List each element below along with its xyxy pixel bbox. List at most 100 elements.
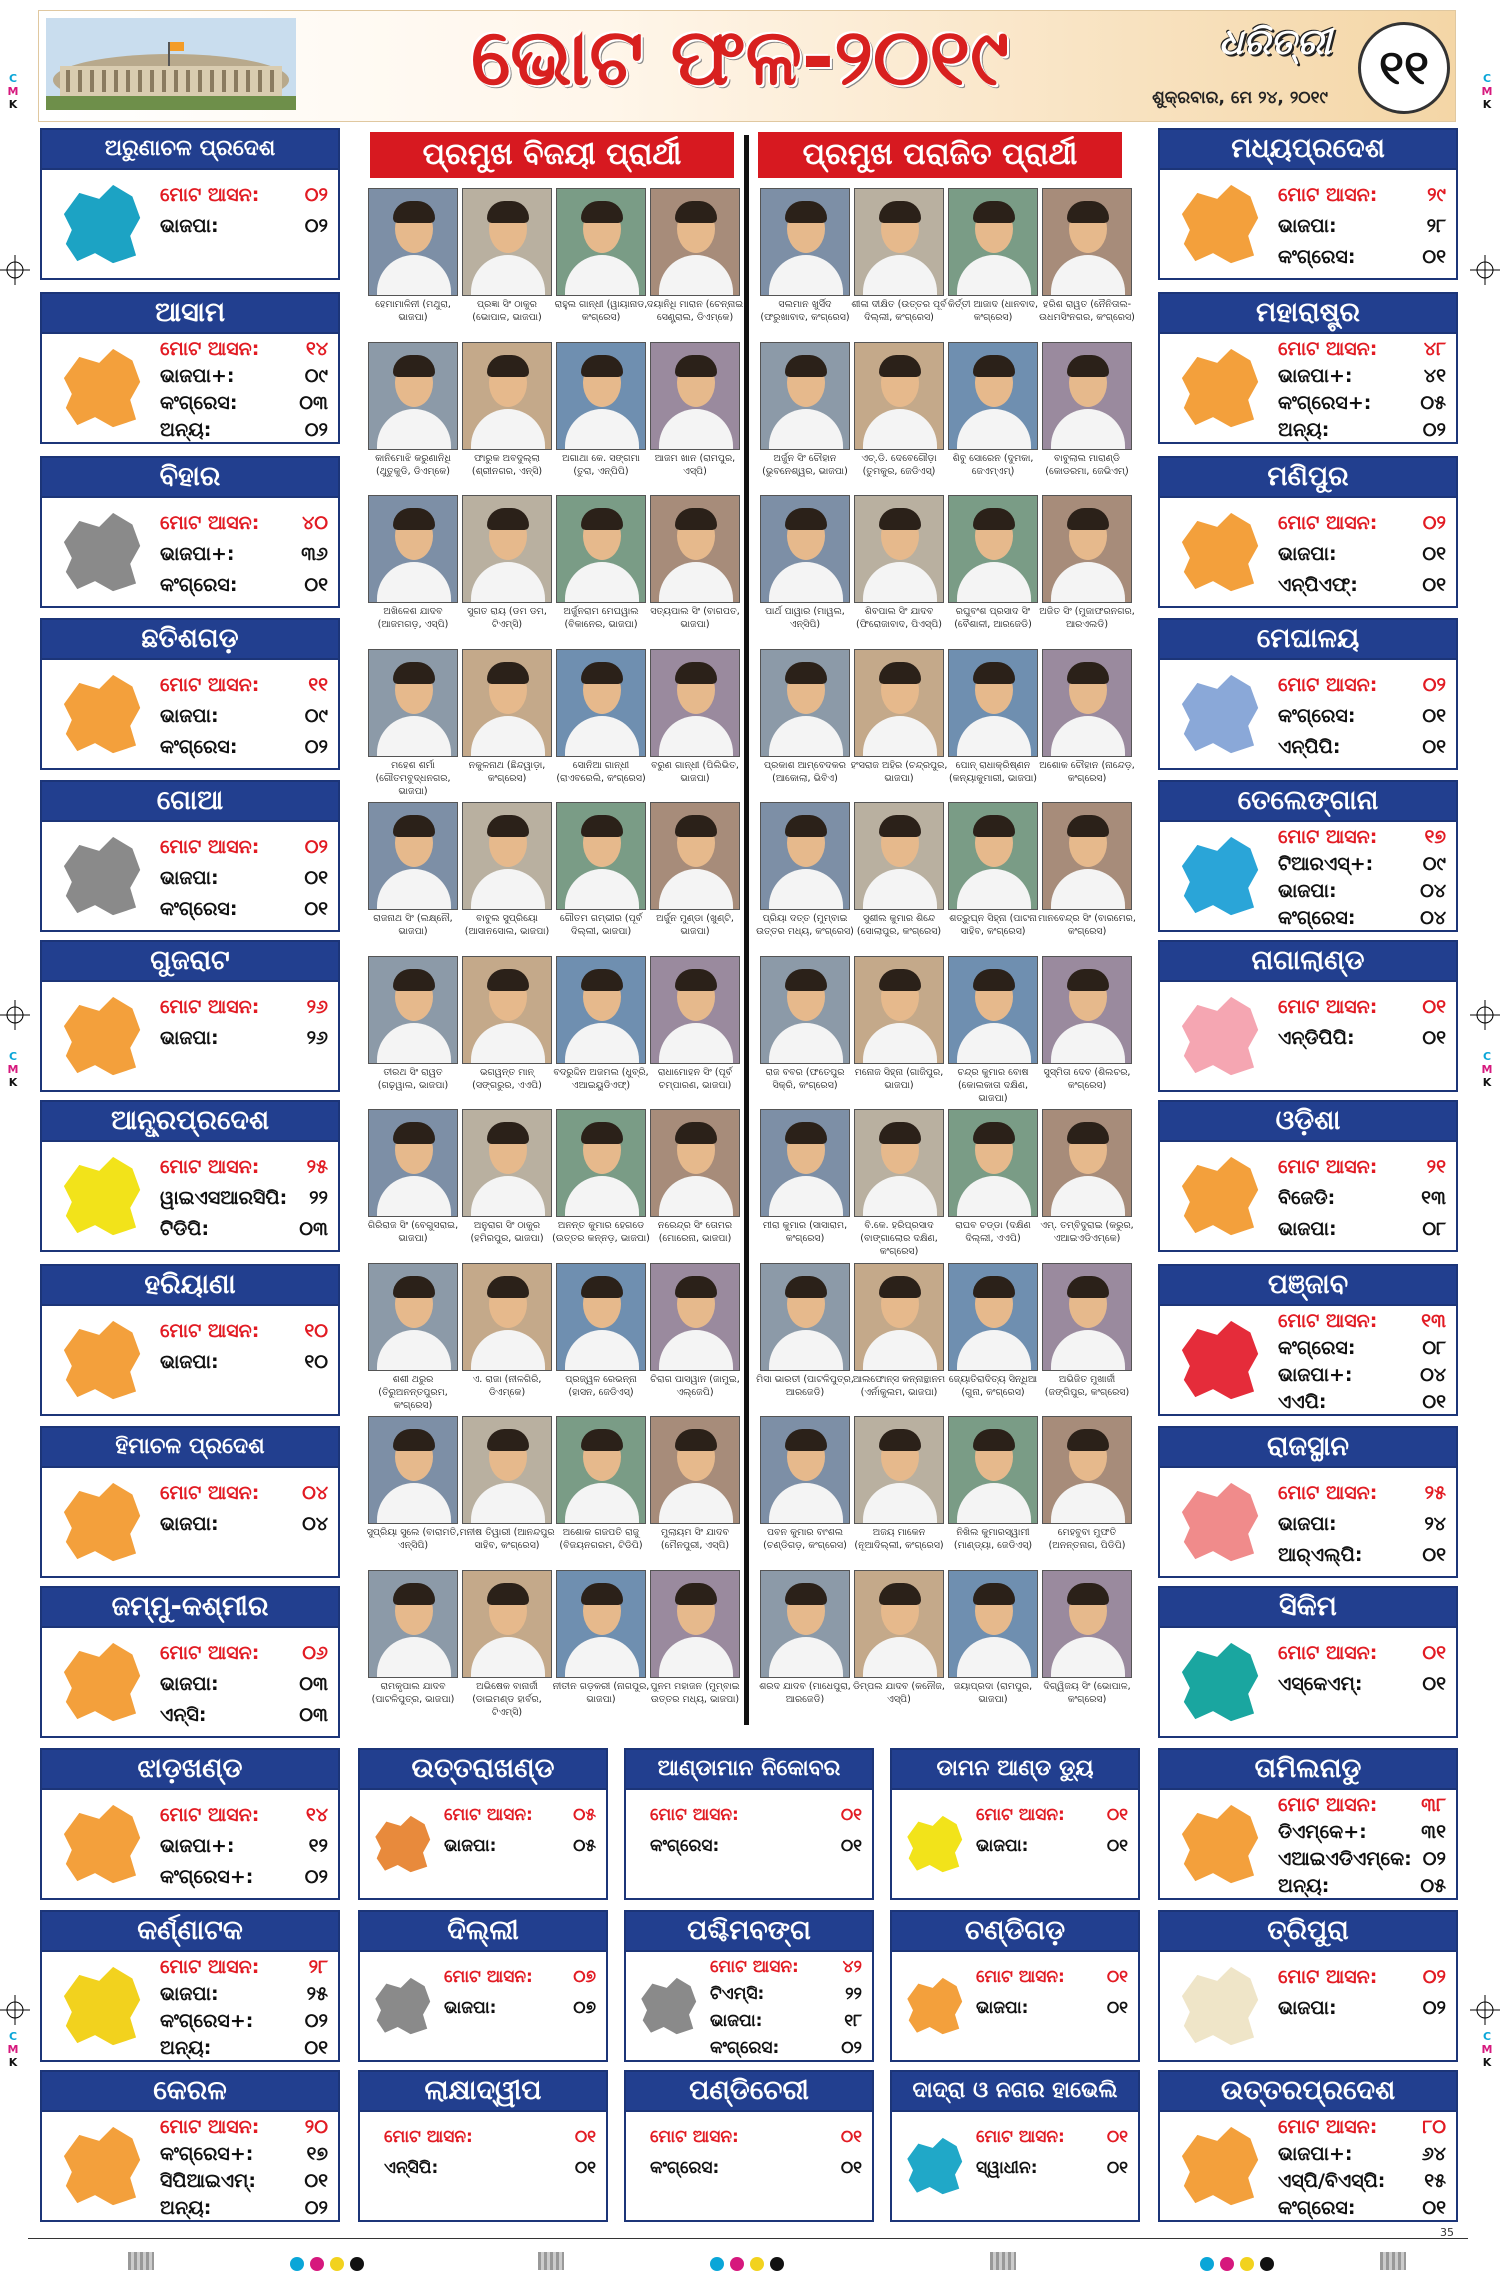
state-results-nagaland: ମୋଟ ଆସନ: ୦୧ ଏନ୍‌ଡିପିପି: ୦୧ bbox=[1278, 992, 1446, 1054]
state-box-kerala: କେରଳ ମୋଟ ଆସନ: ୨୦ କଂଗ୍ରେସ+: ୧୭ ସିପିଆଇଏମ୍: ୦୧ ଅନ୍… bbox=[40, 2070, 340, 2222]
state-results-puducherry: ମୋଟ ଆସନ: ୦୧ କଂଗ୍ରେସ: ୦୧ bbox=[650, 2122, 862, 2184]
total-seats-row: ମୋଟ ଆସନ: ୦୭ bbox=[444, 1962, 596, 1993]
candidate-caption: ମହେଶ ଶର୍ମା (ଗୌତମବୁଦ୍ଧନଗର, ଭାଜପା) bbox=[375, 759, 451, 797]
party-label: କଂଗ୍ରେସ+: bbox=[1278, 392, 1372, 414]
loser-candidate: ଅଶୋକ ଚୌହାନ (ନାନ୍ଦେଡ଼, କଂଗ୍ରେସ) bbox=[1039, 648, 1135, 798]
party-label: ଟିଡିପି: bbox=[160, 1218, 210, 1240]
state-results-jk: ମୋଟ ଆସନ: ୦୬ ଭାଜପା: ୦୩ ଏନ୍‌ସି: ୦୩ bbox=[160, 1638, 328, 1731]
party-seats-row: ଭାଜପା+: ୪୧ bbox=[1278, 363, 1446, 390]
party-seats-row: ଭାଜପା: ୦୧ bbox=[1278, 539, 1446, 570]
party-label: ଅନ୍ୟ: bbox=[1278, 1875, 1330, 1897]
total-seats-row: ମୋଟ ଆସନ: ୨୮ bbox=[160, 1954, 328, 1981]
state-box-delhi: ଦିଲ୍ଲୀ ମୋଟ ଆସନ: ୦୭ ଭାଜପା: ୦୭ bbox=[358, 1910, 608, 2062]
candidate-caption: ଆଲଫୋନ୍ସ କନ୍ନାନ୍ଥାନମ (ଏର୍ନାକୁଲମ, ଭାଜପା) bbox=[852, 1373, 946, 1398]
loser-candidate: ଶିବୁ ସୋରେନ (ଦୁମକା, ଜେଏମ୍‌ଏମ୍) bbox=[948, 341, 1038, 491]
total-seats-row: ମୋଟ ଆସନ: ୪୨ bbox=[710, 1954, 862, 1981]
party-label: କଂଗ୍ରେସ: bbox=[1278, 2197, 1356, 2219]
state-box-haryana: ହରିୟାଣା ମୋଟ ଆସନ: ୧୦ ଭାଜପା: ୧୦ bbox=[40, 1264, 340, 1416]
party-label: କଂଗ୍ରେସ: bbox=[1278, 907, 1356, 929]
total-seats-row: ମୋଟ ଆସନ: ୦୨ bbox=[1278, 1962, 1446, 1993]
state-box-uttarakhand: ଉତ୍ତରାଖଣ୍ଡ ମୋଟ ଆସନ: ୦୫ ଭାଜପା: ୦୫ bbox=[358, 1748, 608, 1900]
state-name-nagaland: ନାଗାଲାଣ୍ଡ bbox=[1160, 942, 1456, 982]
loser-candidate: ନିଖିଲ କୁମାରସ୍ୱାମୀ (ମାଣ୍ଡ୍ୟା, ଜେଡିଏସ୍) bbox=[948, 1416, 1038, 1565]
candidate-photo bbox=[462, 955, 552, 1064]
party-label: ଏସ୍‌କେଏମ୍: bbox=[1278, 1673, 1363, 1695]
state-name-mp: ମଧ୍ୟପ୍ରଦେଶ bbox=[1160, 130, 1456, 170]
state-map-kerala bbox=[62, 2125, 142, 2207]
candidate-caption: ଆଜମ ଖାନ (ରାମପୁର, ଏସ୍‌ପି) bbox=[654, 452, 736, 477]
loser-candidate: ମାନବେନ୍ଦ୍ର ସିଂ (ବାରମେର, କଂଗ୍ରେସ) bbox=[1038, 802, 1136, 951]
state-name-kerala: କେରଳ bbox=[42, 2072, 338, 2112]
candidate-photo bbox=[556, 188, 646, 296]
candidate-photo bbox=[368, 648, 458, 757]
state-name-daman: ଡାମନ ଆଣ୍ଡ ଡ୍ୟୁ bbox=[892, 1750, 1138, 1790]
candidate-caption: ଅଶୋକ ଚୌହାନ (ନାନ୍ଦେଡ଼, କଂଗ୍ରେସ) bbox=[1039, 759, 1135, 784]
candidate-caption: ପବନ କୁମାର ବାଂଶଲ (ଚଣ୍ଡିଗଡ଼, କଂଗ୍ରେସ) bbox=[763, 1527, 847, 1551]
total-seats-row: ମୋଟ ଆସନ: ୧୪ bbox=[160, 1800, 328, 1831]
parliament-illustration bbox=[46, 18, 296, 110]
party-seats-row: ଭାଜପା+: ୩୬ bbox=[160, 539, 328, 570]
winner-candidate: ପ୍ରଜ୍ୱଳ ରେଭନ୍ନା (ହାସନ, ଜେଡିଏସ୍) bbox=[556, 1262, 646, 1412]
state-box-andhra: ଆନ୍ଧ୍ରପ୍ରଦେଶ ମୋଟ ଆସନ: ୨୫ ୱାଇଏସଆରସିପି: ୨୨ ଟିଡି… bbox=[40, 1100, 340, 1252]
seat-count: ୦୧ bbox=[1106, 1998, 1128, 2018]
winner-candidate: ରାହୁଲ ଗାନ୍ଧୀ (ୱାୟାନାଡ, କଂଗ୍ରେସ) bbox=[555, 188, 647, 337]
party-seats-row: ଅନ୍ୟ: ୦୨ bbox=[160, 417, 328, 442]
party-seats-row: ଭାଜପା+: ୧୨ bbox=[160, 1831, 328, 1862]
loser-candidate: ସୁଶୀଲ କୁମାର ଶିନ୍ଦେ (ସୋଲାପୁର, କଂଗ୍ରେସ) bbox=[854, 802, 944, 951]
seat-count: ୧୪ bbox=[305, 1804, 328, 1826]
party-label: ଏନ୍‌ଡିପିପି: bbox=[1278, 1027, 1355, 1049]
total-seats-row: ମୋଟ ଆସନ: ୦୫ bbox=[444, 1800, 596, 1831]
candidate-photo bbox=[1042, 188, 1132, 296]
candidate-caption: ଅନନ୍ତ କୁମାର ହେଗଡେ (ଉତ୍ତର କନ୍ନଡ଼, ଭାଜପା) bbox=[552, 1220, 650, 1244]
state-box-tripura: ତ୍ରିପୁରା ମୋଟ ଆସନ: ୦୨ ଭାଜପା: ୦୨ bbox=[1158, 1910, 1458, 2062]
total-seats-row: ମୋଟ ଆସନ: ୪୦ bbox=[160, 508, 328, 539]
state-box-rajasthan: ରାଜସ୍ଥାନ ମୋଟ ଆସନ: ୨୫ ଭାଜପା: ୨୪ ଆର୍‌ଏଲ୍‌ପି: ୦୧ bbox=[1158, 1426, 1458, 1578]
party-label: ଭାଜପା: bbox=[160, 215, 219, 237]
candidate-caption: ଶଶୀ ଥରୁର (ତିରୁଅନନ୍ତପୁରମ, କଂଗ୍ରେସ) bbox=[378, 1373, 448, 1411]
candidate-caption: ଡିମ୍ପଲ ଯାଦବ (କନୌଜ, ଏସ୍‌ପି) bbox=[853, 1680, 945, 1705]
seat-count: ୦୧ bbox=[304, 2170, 328, 2192]
winner-candidate: ଗୌତମ ଗମ୍ଭୀର (ପୂର୍ବ ଦିଲ୍ଲୀ, ଭାଜପା) bbox=[556, 802, 646, 951]
candidate-photo bbox=[650, 802, 740, 910]
candidate-caption: ସତ୍ୟପାଲ ସିଂ (ବାଗପତ, ଭାଜପା) bbox=[650, 606, 740, 630]
party-seats-row: ଭାଜପା: ୦୧ bbox=[976, 1993, 1128, 2024]
total-seats-row: ମୋଟ ଆସନ: ୦୨ bbox=[1278, 508, 1446, 539]
seat-count: ୦୨ bbox=[1422, 512, 1446, 534]
loser-candidate: ଅର୍ଜୁନ ସିଂ ଚୌହାନ (ଭୁବନେଶ୍ୱର, ଭାଜପା) bbox=[760, 341, 850, 491]
state-name-gujarat: ଗୁଜରାଟ bbox=[42, 942, 338, 982]
total-seats-row: ମୋଟ ଆସନ: ୦୬ bbox=[160, 1638, 328, 1669]
candidate-caption: ରାହୁଲ ଗାନ୍ଧୀ (ୱାୟାନାଡ, କଂଗ୍ରେସ) bbox=[554, 299, 648, 323]
state-results-karnataka: ମୋଟ ଆସନ: ୨୮ ଭାଜପା: ୨୫ କଂଗ୍ରେସ+: ୦୨ ଅନ୍ୟ: ୦୧ bbox=[160, 1954, 328, 2060]
party-label: ଭାଜପା: bbox=[976, 1998, 1029, 2018]
party-seats-row: ବିଜେଡି: ୧୩ bbox=[1278, 1183, 1446, 1214]
party-label: ମୋଟ ଆସନ: bbox=[976, 1967, 1065, 1987]
candidate-caption: କିର୍ତ୍ତୀ ଆଜାଦ (ଧାନବାଦ, କଂଗ୍ରେସ) bbox=[947, 299, 1039, 323]
candidate-caption: ଶତ୍ରୁଘ୍ନ ସିହ୍ନା (ପାଟନା ସାହିବ, କଂଗ୍ରେସ) bbox=[949, 913, 1037, 937]
party-label: ମୋଟ ଆସନ: bbox=[160, 512, 260, 534]
seat-count: ୨୨ bbox=[845, 1984, 862, 2004]
crosshair-icon bbox=[1470, 1000, 1500, 1030]
candidate-photo bbox=[760, 1569, 850, 1678]
party-label: ଭାଜପା: bbox=[444, 1836, 497, 1856]
loser-candidate: ମନୋଜ ସିହ୍ନା (ଗାଜିପୁର, ଭାଜପା) bbox=[854, 955, 944, 1105]
loser-candidate: ରାଜ ବବର (ଫତେପୁର ସିକ୍ରି, କଂଗ୍ରେସ) bbox=[760, 955, 850, 1105]
candidate-photo bbox=[948, 1109, 1038, 1217]
seat-count: ୦୪ bbox=[302, 1513, 328, 1535]
seat-count: ୦୧ bbox=[1106, 2158, 1128, 2178]
party-label: ମୋଟ ଆସନ: bbox=[160, 1642, 260, 1664]
loser-candidate: ଚନ୍ଦ୍ର କୁମାର ବୋଷ (କୋଲକାତା ଦକ୍ଷିଣ, ଭାଜପା) bbox=[948, 955, 1038, 1105]
gray-bar bbox=[1380, 2252, 1406, 2270]
seat-count: ୦୧ bbox=[840, 1805, 862, 1825]
seat-count: ୪୨ bbox=[842, 1957, 862, 1977]
candidate-photo bbox=[1042, 1569, 1132, 1678]
seat-count: ୦୨ bbox=[841, 2038, 862, 2058]
party-seats-row: କଂଗ୍ରେସ: ୦୨ bbox=[710, 2035, 862, 2060]
winner-candidate: ଗିରିରାଜ ସିଂ (ବେଗୁସରାଇ, ଭାଜପା) bbox=[368, 1109, 458, 1258]
seat-count: ୧୩ bbox=[1421, 1187, 1446, 1209]
party-seats-row: କଂଗ୍ରେସ: ୦୮ bbox=[1278, 1335, 1446, 1362]
party-label: ଭାଜପା+: bbox=[160, 365, 235, 387]
candidate-photo bbox=[948, 648, 1038, 757]
candidate-caption: ଜ୍ୟୋତିରାଦିତ୍ୟ ସିନ୍ଧିଆ (ଗୁନା, କଂଗ୍ରେସ) bbox=[948, 1373, 1038, 1398]
gray-bar bbox=[128, 2252, 154, 2270]
winner-candidate: ରାଜନାଥ ସିଂ (ଲକ୍ଷ୍ନୌ, ଭାଜପା) bbox=[368, 802, 458, 951]
